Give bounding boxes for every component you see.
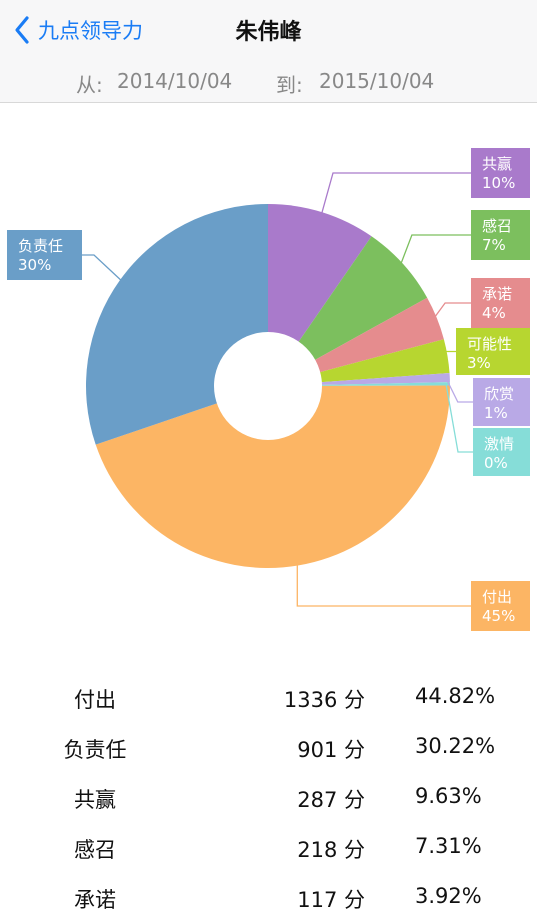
slice-percent-label: 7% <box>482 236 506 254</box>
to-date[interactable]: 2015/10/04 <box>319 69 435 93</box>
slice-label: 欣赏 <box>484 385 514 403</box>
leader-line <box>445 377 473 403</box>
slice-label-box <box>473 428 530 476</box>
page-title: 朱伟峰 <box>235 20 302 45</box>
slice-label-box <box>471 210 530 260</box>
row-percent: 44.82% <box>415 684 496 708</box>
slice-percent-label: 45% <box>482 607 515 625</box>
row-percent: 3.92% <box>415 884 482 908</box>
slice-percent-label: 30% <box>18 256 51 274</box>
row-name: 负责任 <box>63 738 127 762</box>
back-button-label: 九点领导力 <box>38 19 143 43</box>
row-score: 287 分 <box>297 788 365 812</box>
navigation-bar: 九点领导力 朱伟峰 <box>0 0 537 63</box>
row-name: 共赢 <box>74 788 116 812</box>
row-percent: 7.31% <box>415 834 482 858</box>
slice-label: 感召 <box>482 217 512 235</box>
back-button[interactable]: 九点领导力 <box>14 10 143 50</box>
leader-line <box>445 383 473 453</box>
leader-line <box>432 302 471 320</box>
row-name: 付出 <box>74 688 116 712</box>
from-label: 从: <box>76 73 103 97</box>
slice-label-box <box>471 581 530 631</box>
chevron-left-icon <box>14 15 30 45</box>
row-score: 218 分 <box>297 838 365 862</box>
slice-label: 负责任 <box>18 237 63 255</box>
leader-line <box>442 350 456 357</box>
slice-6[interactable] <box>95 385 451 569</box>
to-label: 到: <box>276 73 303 97</box>
table-row[interactable]: 感召 218 分 7.31% <box>0 822 537 872</box>
slice-percent-label: 4% <box>482 304 506 322</box>
row-percent: 30.22% <box>415 734 496 758</box>
slice-percent-label: 1% <box>484 404 508 422</box>
donut-hole <box>214 332 322 440</box>
date-range[interactable]: 从: 2014/10/04 到: 2015/10/04 <box>0 62 537 103</box>
row-score: 901 分 <box>297 738 365 762</box>
slice-label-box <box>471 278 530 328</box>
table-row[interactable]: 承诺 117 分 3.92% <box>0 872 537 922</box>
slice-label-box <box>473 378 530 426</box>
slice-percent-label: 0% <box>484 454 508 472</box>
slice-label: 付出 <box>482 588 512 606</box>
slice-1[interactable] <box>268 236 428 386</box>
leader-line <box>399 234 471 267</box>
table-row[interactable]: 共赢 287 分 9.63% <box>0 772 537 822</box>
table-row[interactable]: 付出 1336 分 44.82% <box>0 672 537 722</box>
slice-percent-label: 10% <box>482 174 515 192</box>
slice-label: 可能性 <box>467 335 512 353</box>
leader-line <box>82 254 124 283</box>
slice-label: 激情 <box>484 435 514 453</box>
slice-percent-label: 3% <box>467 354 491 372</box>
slice-label-box <box>7 230 82 280</box>
slice-label: 承诺 <box>482 285 512 303</box>
row-score: 117 分 <box>297 888 365 912</box>
leader-line <box>296 561 471 607</box>
row-score: 1336 分 <box>283 688 365 712</box>
leader-line <box>320 172 471 217</box>
row-percent: 9.63% <box>415 784 482 808</box>
from-date[interactable]: 2014/10/04 <box>117 69 233 93</box>
row-name: 承诺 <box>74 888 116 912</box>
score-table: 付出 1336 分 44.82% 负责任 901 分 30.22% 共赢 287… <box>0 672 537 922</box>
slice-label: 共赢 <box>482 155 512 173</box>
slice-label-box <box>456 328 530 375</box>
slice-label-box <box>471 148 530 198</box>
row-name: 感召 <box>74 838 116 862</box>
table-row[interactable]: 负责任 901 分 30.22% <box>0 722 537 772</box>
